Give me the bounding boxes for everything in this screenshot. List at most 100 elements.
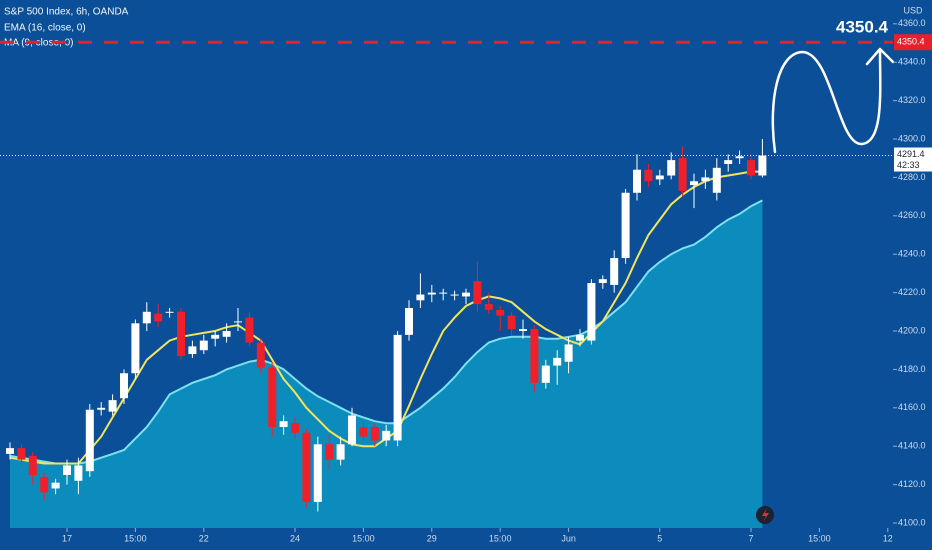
candle-body: [108, 400, 117, 412]
candle-body: [325, 444, 334, 460]
candle-body: [359, 427, 368, 437]
y-tick-label: 4120.0: [898, 479, 926, 489]
candle-body: [222, 331, 231, 337]
last-price-label: 4291.4: [897, 149, 925, 159]
candle-body: [484, 304, 493, 310]
plot-area: [6, 139, 767, 528]
y-tick-label: 4100.0: [898, 517, 926, 527]
x-tick-label: 22: [199, 533, 209, 543]
candle-body: [74, 465, 83, 481]
candle-body: [678, 158, 687, 191]
y-tick-label: 4320.0: [898, 95, 926, 105]
candle-body: [439, 292, 448, 294]
candle-body: [553, 357, 562, 366]
candle-body: [587, 283, 596, 341]
y-tick-label: 4300.0: [898, 133, 926, 143]
candle-body: [370, 427, 379, 441]
candle-body: [199, 340, 208, 351]
x-tick-label: 24: [290, 533, 300, 543]
candle-body: [348, 415, 356, 445]
candle-body: [450, 294, 459, 296]
candle-body: [598, 279, 607, 284]
y-tick-label: 4340.0: [898, 57, 926, 67]
candle-body: [51, 482, 60, 489]
event-bolt: [762, 508, 769, 522]
x-tick-label: 5: [657, 533, 662, 543]
candle-body: [621, 192, 630, 259]
candle-body: [291, 423, 299, 433]
candle-body: [142, 311, 151, 324]
candle-body: [336, 444, 345, 460]
candle-body: [712, 167, 721, 193]
target-tag-label: 4350.4: [897, 37, 925, 47]
candle-body: [758, 155, 767, 176]
arrow-head: [865, 47, 895, 66]
x-tick-label: 15:00: [352, 533, 375, 543]
candle-body: [541, 365, 550, 383]
candle-body: [530, 329, 539, 383]
candle-body: [154, 313, 163, 322]
candle-body: [211, 334, 220, 339]
candle-body: [28, 455, 37, 476]
y-tick-label: 4360.0: [898, 18, 926, 28]
y-tick-label: 4240.0: [898, 249, 926, 259]
y-tick-label: 4140.0: [898, 441, 926, 451]
candle-body: [393, 334, 402, 441]
candle-body: [747, 160, 755, 176]
candle-body: [256, 342, 265, 368]
candle-body: [245, 317, 254, 343]
candle-body: [564, 344, 573, 362]
candle-body: [416, 294, 425, 301]
x-tick-label: 15:00: [808, 533, 831, 543]
candle-body: [496, 309, 505, 316]
last-price-tag: [894, 147, 932, 172]
candle-body: [644, 169, 653, 182]
candle-body: [701, 177, 710, 182]
y-tick-label: 4160.0: [898, 402, 926, 412]
candle-body: [17, 448, 26, 460]
candle-body: [268, 367, 277, 428]
x-tick-label: 12: [883, 533, 893, 543]
ema-line: [9, 199, 763, 465]
candle-body: [97, 407, 106, 410]
candle-body: [655, 175, 664, 180]
currency-label: USD: [903, 5, 923, 15]
ema-area: [10, 200, 763, 528]
candle-body: [302, 432, 311, 502]
candle-body: [690, 181, 698, 186]
countdown-label: 42:33: [897, 160, 920, 170]
candle-body: [519, 329, 527, 332]
candle-body: [462, 292, 470, 297]
target-annotation: 4350.4: [836, 18, 889, 37]
candle-body: [735, 156, 744, 159]
x-tick-label: Jun: [561, 533, 576, 543]
y-tick-label: 4180.0: [898, 364, 926, 374]
candle-body: [131, 323, 140, 374]
y-tick-label: 4280.0: [898, 172, 926, 182]
candle-body: [724, 160, 733, 164]
symbol-title: S&P 500 Index, 6h, OANDA: [4, 7, 129, 18]
y-tick-label: 4200.0: [898, 325, 926, 335]
candle-body: [576, 334, 584, 341]
y-tick-label: 4220.0: [898, 287, 926, 297]
candle-body: [279, 421, 288, 428]
candle-body: [427, 292, 436, 295]
candle-body: [63, 465, 71, 476]
candle-body: [473, 281, 482, 305]
candle-body: [165, 311, 174, 313]
candle-body: [667, 160, 676, 176]
x-tick-label: 7: [748, 533, 753, 543]
indicator-legend: EMA (16, close, 0): [4, 23, 86, 34]
candle-body: [40, 476, 49, 493]
x-tick-label: 17: [62, 533, 72, 543]
candle-body: [405, 307, 413, 335]
candle-body: [120, 373, 128, 399]
drawn-arrow: [771, 50, 882, 154]
x-tick-label: 15:00: [489, 533, 512, 543]
candle-body: [633, 169, 641, 193]
candle-body: [234, 321, 242, 323]
candle-body: [313, 444, 322, 502]
candle-body: [6, 448, 14, 454]
candle-body: [610, 258, 619, 285]
